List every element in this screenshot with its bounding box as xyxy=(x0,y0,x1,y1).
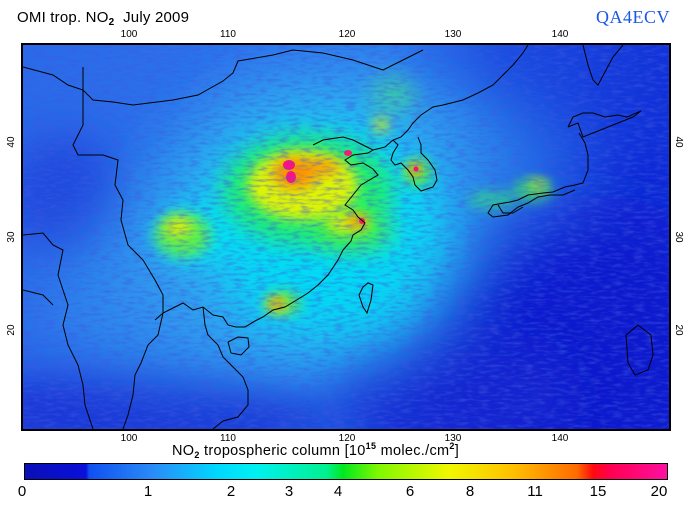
cb-label-mid: tropospheric column [10 xyxy=(199,443,366,459)
left-lat-tick-40: 40 xyxy=(6,136,18,148)
brand-logo-text: QA4ECV xyxy=(596,7,670,27)
cb-label-exponent: 15 xyxy=(365,441,377,451)
colorbar-tick-2: 2 xyxy=(226,483,236,500)
top-lon-tick-120: 120 xyxy=(338,29,356,40)
colorbar-label: NO2 tropospheric column [1015 molec./cm2… xyxy=(172,441,459,460)
title-subscript: 2 xyxy=(108,17,115,28)
colorbar-tick-3: 3 xyxy=(284,483,294,500)
cb-label-subscript: 2 xyxy=(194,450,200,460)
map-title: OMI trop. NO2 July 2009 xyxy=(17,9,189,28)
colorbar-tick-1: 1 xyxy=(143,483,153,500)
cb-label-end: ] xyxy=(454,443,460,459)
cb-label-unit: molec./cm xyxy=(376,443,450,459)
top-lon-tick-110: 110 xyxy=(220,29,236,40)
right-lat-tick-30: 30 xyxy=(673,231,685,243)
top-lon-tick-100: 100 xyxy=(120,29,138,40)
cb-label-unit-exponent: 2 xyxy=(449,441,455,451)
colorbar-tick-20: 20 xyxy=(650,483,668,500)
colorbar-tick-11: 11 xyxy=(527,483,543,500)
colorbar-tick-15: 15 xyxy=(589,483,607,500)
left-lat-tick-20: 20 xyxy=(6,324,18,336)
bottom-lon-tick-140: 140 xyxy=(551,433,569,444)
colorbar-tick-8: 8 xyxy=(465,483,475,500)
title-date: July 2009 xyxy=(123,9,190,26)
top-lon-tick-140: 140 xyxy=(551,29,569,40)
colorbar xyxy=(24,463,668,480)
right-lat-tick-20: 20 xyxy=(673,324,685,336)
colorbar-tick-4: 4 xyxy=(333,483,343,500)
left-lat-tick-30: 30 xyxy=(6,231,18,243)
colorbar-tick-6: 6 xyxy=(405,483,415,500)
colorbar-tick-0: 0 xyxy=(17,483,27,500)
bottom-lon-tick-120: 120 xyxy=(338,433,356,444)
right-lat-tick-40: 40 xyxy=(673,136,685,148)
cb-label-prefix: NO xyxy=(172,443,195,459)
bottom-lon-tick-100: 100 xyxy=(120,433,138,444)
top-lon-tick-130: 130 xyxy=(444,29,462,40)
title-prefix: OMI trop. NO xyxy=(17,9,109,26)
no2-heatmap-svg xyxy=(23,45,669,429)
bottom-lon-tick-130: 130 xyxy=(444,433,462,444)
no2-map xyxy=(21,43,671,431)
coastlines xyxy=(23,45,654,429)
bottom-lon-tick-110: 110 xyxy=(220,433,236,444)
